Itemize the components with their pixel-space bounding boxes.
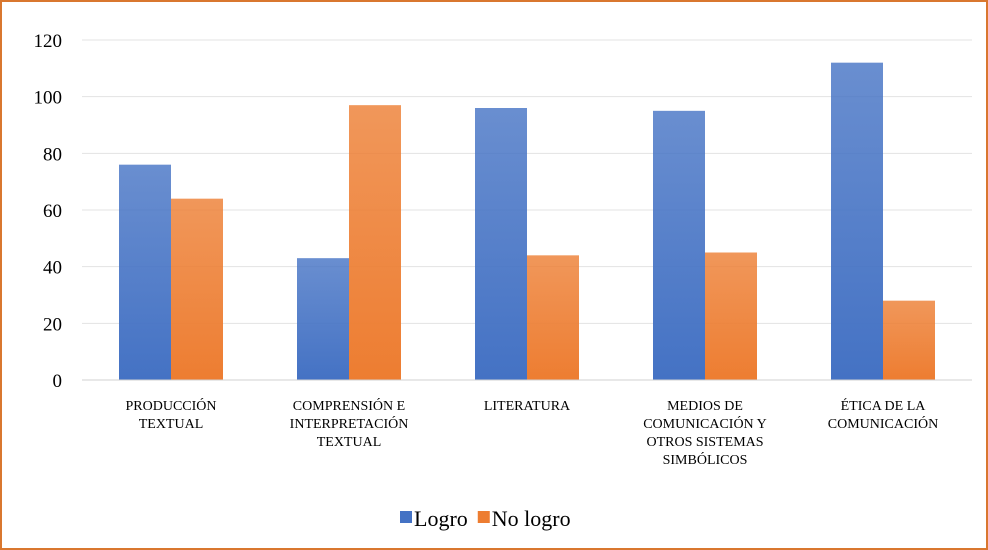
x-tick-label: ÉTICA DE LA COMUNICACIÓN (828, 397, 938, 432)
legend-label: No logro (492, 506, 571, 531)
bar (653, 110, 705, 380)
legend-swatch (400, 511, 412, 523)
y-tick-label: 0 (53, 371, 63, 392)
y-tick-label: 120 (34, 31, 63, 52)
x-tick-label: MEDIOS DE COMUNICACIÓN Y OTROS SISTEMAS SIM… (643, 399, 767, 468)
x-tick-label: LITERATURA (484, 399, 571, 414)
bar (349, 105, 401, 381)
bar (705, 252, 757, 380)
bar (119, 164, 171, 380)
y-tick-label: 80 (43, 144, 62, 165)
y-tick-label: 20 (43, 314, 62, 335)
y-tick-label: 60 (43, 201, 62, 222)
bar (527, 255, 579, 380)
bar (883, 300, 935, 380)
bar (831, 62, 883, 381)
y-tick-label: 40 (43, 258, 62, 279)
y-tick-label: 100 (34, 88, 63, 109)
bar (297, 258, 349, 380)
bar (475, 108, 527, 380)
x-tick-label: PRODUCCIÓN TEXTUAL (125, 397, 216, 432)
legend-swatch (477, 511, 490, 523)
legend-label: Logro (414, 506, 468, 531)
x-tick-label: COMPRENSIÓN E INTERPRETACIÓN TEXTUAL (290, 397, 409, 450)
bar (171, 198, 223, 380)
